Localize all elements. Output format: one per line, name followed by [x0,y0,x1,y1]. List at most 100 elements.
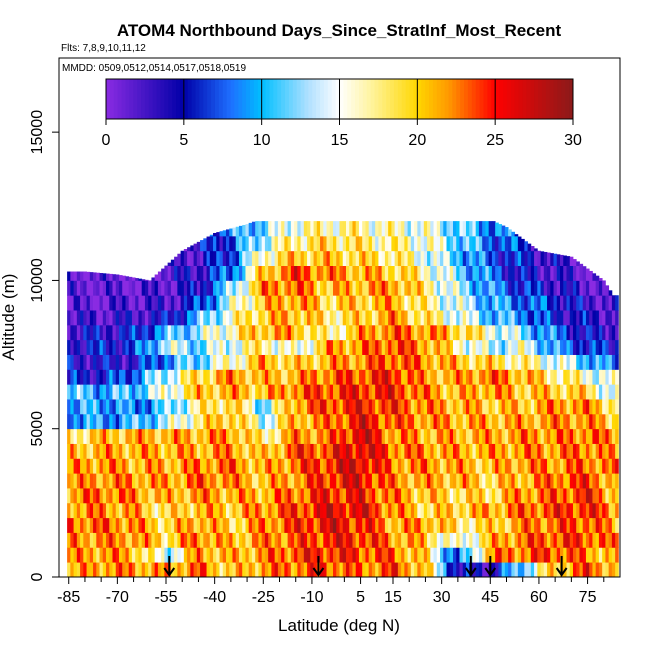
heatmap-cell [300,221,305,237]
heatmap-cell [595,354,600,370]
heatmap-cell [569,413,574,430]
heatmap-cell [226,443,230,459]
heatmap-cell [151,517,156,533]
heatmap-cell [456,428,460,444]
heatmap-cell [167,547,172,563]
heatmap-cell [177,280,181,296]
heatmap-cell [222,310,227,326]
heatmap-cell [430,443,434,459]
heatmap-cell [310,384,314,400]
heatmap-cell [200,428,204,444]
heatmap-cell [258,265,263,281]
heatmap-cell [203,413,207,430]
heatmap-cell [209,413,214,430]
heatmap-cell [99,547,104,563]
heatmap-cell [375,443,379,459]
heatmap-cell [303,324,308,341]
heatmap-cell [320,280,324,296]
heatmap-cell [316,280,321,296]
heatmap-cell [313,354,318,370]
heatmap-cell [391,517,396,533]
heatmap-cell [345,384,350,400]
heatmap-cell [271,413,276,430]
heatmap-cell [592,369,597,385]
heatmap-cell [410,250,415,266]
heatmap-cell [459,458,464,474]
heatmap-cell [80,458,84,474]
heatmap-cell [397,235,402,252]
heatmap-cell [375,547,379,563]
heatmap-cell [407,428,412,444]
heatmap-cell [358,488,363,504]
heatmap-cell [339,532,344,548]
heatmap-cell [352,354,357,370]
heatmap-cell [135,295,139,311]
heatmap-cell [177,532,181,548]
heatmap-cell [595,443,600,459]
heatmap-cell [381,235,386,252]
heatmap-cell [209,339,214,355]
heatmap-cell [615,428,619,444]
heatmap-cell [144,547,149,563]
heatmap-cell [167,369,172,385]
heatmap-cell [326,235,331,252]
colorbar-segment [129,79,134,119]
heatmap-cell [310,413,314,430]
heatmap-cell [70,369,74,385]
heatmap-cell [115,280,120,296]
heatmap-cell [504,517,509,533]
heatmap-cell [430,369,434,385]
heatmap-cell [251,369,256,385]
heatmap-cell [456,310,460,326]
heatmap-cell [388,235,392,252]
heatmap-cell [384,413,389,430]
heatmap-cell [433,428,438,444]
heatmap-cell [543,502,548,519]
colorbar-segment [261,79,267,119]
heatmap-cell [144,532,149,548]
heatmap-cell [397,324,402,341]
heatmap-cell [255,562,259,577]
heatmap-cell [560,295,564,311]
heatmap-cell [297,562,301,577]
heatmap-cell [465,532,470,548]
heatmap-cell [284,295,289,311]
heatmap-cell [170,399,175,415]
heatmap-cell [323,221,327,237]
heatmap-cell [469,369,473,385]
heatmap-cell [300,428,305,444]
heatmap-cell [345,399,350,415]
heatmap-cell [297,310,301,326]
heatmap-cell [475,399,480,415]
heatmap-cell [89,517,94,533]
heatmap-cell [323,547,327,563]
heatmap-cell [200,280,204,296]
heatmap-cell [605,428,610,444]
heatmap-cell [378,310,383,326]
heatmap-cell [404,221,408,237]
heatmap-cell [326,221,331,237]
heatmap-cell [180,339,185,355]
heatmap-cell [255,265,259,281]
heatmap-cell [333,310,337,326]
heatmap-cell [355,562,360,577]
heatmap-cell [297,532,301,548]
heatmap-cell [138,428,143,444]
heatmap-cell [566,428,571,444]
colorbar-segment [370,79,376,119]
heatmap-cell [96,458,100,474]
heatmap-cell [566,517,571,533]
heatmap-cell [433,443,438,459]
heatmap-cell [423,295,428,311]
heatmap-cell [517,473,522,489]
heatmap-cell [556,295,561,311]
heatmap-cell [605,517,610,533]
heatmap-cell [349,473,353,489]
heatmap-cell [67,295,71,311]
heatmap-cell [508,547,512,563]
heatmap-cell [255,310,259,326]
heatmap-cell [294,339,298,355]
heatmap-cell [491,310,496,326]
heatmap-cell [245,295,250,311]
heatmap-cell [268,250,272,266]
